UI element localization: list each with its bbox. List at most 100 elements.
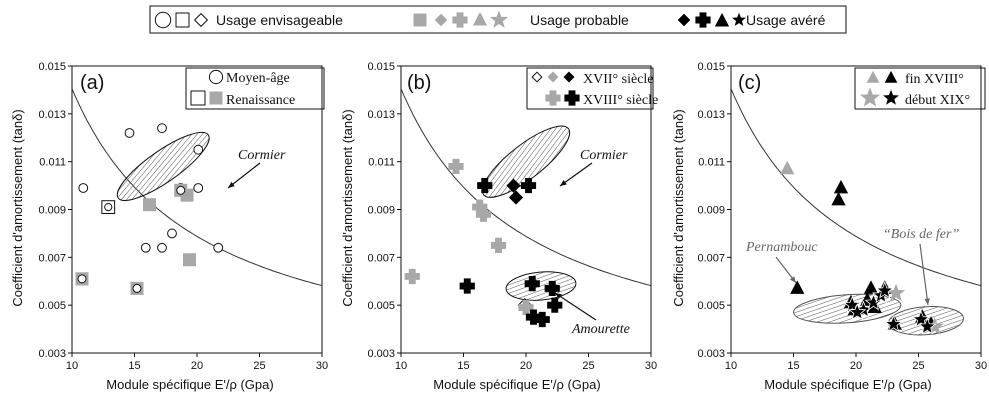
data-point — [124, 128, 135, 138]
zone-amourette — [505, 271, 577, 301]
data-point — [506, 178, 521, 193]
reference-curve — [400, 88, 652, 287]
x-tick-label: 10 — [725, 360, 737, 372]
panel-letter: (c) — [738, 72, 761, 94]
legend-label-moyen-age: Moyen-âge — [226, 71, 290, 86]
y-tick-label: 0.003 — [367, 348, 395, 360]
data-point — [490, 237, 507, 253]
data-point — [524, 276, 540, 292]
y-tick-label: 0.011 — [698, 157, 725, 169]
legend-marker — [866, 70, 880, 83]
data-point — [780, 160, 795, 175]
diamond-icon — [677, 13, 691, 27]
y-tick-label: 0.009 — [367, 205, 395, 217]
y-tick-label: 0.003 — [38, 348, 66, 360]
avere-legend-icons — [677, 10, 749, 28]
data-point — [143, 198, 156, 212]
diamond-icon — [193, 12, 209, 28]
annotation-arrow — [919, 243, 930, 306]
x-tick-label: 25 — [253, 360, 265, 372]
top-legend: Usage envisageable Usage probable Usage … — [149, 5, 847, 34]
annotation-pernambouc: Pernambouc — [745, 240, 818, 255]
y-tick-label: 0.003 — [697, 348, 725, 360]
data-point — [508, 190, 524, 205]
data-point — [140, 242, 151, 253]
zone-cormier — [116, 131, 210, 201]
annotation-arrow — [227, 162, 261, 189]
x-tick-label: 25 — [912, 360, 924, 372]
x-tick-label: 10 — [66, 360, 78, 372]
data-point — [477, 177, 493, 194]
y-tick-label: 0.005 — [38, 300, 66, 312]
x-tick-label: 10 — [395, 360, 407, 372]
data-point — [831, 191, 846, 206]
data-point — [167, 228, 177, 239]
data-point — [101, 200, 116, 215]
y-axis-label: Coefficient d'amortissement (tanδ) — [671, 109, 686, 306]
data-point — [911, 310, 931, 328]
x-tick-label: 20 — [191, 360, 203, 372]
legend-marker — [545, 90, 561, 106]
data-point — [843, 295, 862, 313]
y-tick-label: 0.015 — [697, 61, 725, 73]
panel-b: Coefficient d'amortissement (tanδ) Modul… — [340, 61, 658, 392]
legend-marker — [208, 69, 224, 85]
data-point — [157, 123, 167, 134]
legend-marker — [209, 91, 223, 105]
data-point — [193, 144, 204, 155]
data-point — [157, 242, 167, 253]
data-point — [174, 183, 188, 197]
envisageable-legend-icons — [154, 11, 209, 29]
star-icon — [729, 10, 749, 28]
data-point — [448, 158, 464, 175]
x-tick-label: 15 — [787, 360, 799, 372]
legend-label-renaissance: Renaissance — [226, 93, 295, 108]
y-tick-label: 0.009 — [38, 205, 66, 217]
diamond-icon — [434, 13, 448, 27]
annotation-arrow — [554, 292, 597, 321]
y-tick-label: 0.007 — [367, 252, 395, 264]
data-point — [75, 272, 89, 286]
legend-marker — [880, 87, 902, 107]
legend-marker — [859, 87, 881, 107]
legend-usage-envisageable: Usage envisageable — [216, 12, 343, 28]
x-axis-label: Module spécifique E'/ρ (Gpa) — [764, 377, 931, 392]
square-icon — [413, 13, 427, 27]
legend-marker — [531, 71, 543, 83]
panel-letter: (b) — [407, 72, 431, 94]
legend-frame — [526, 67, 654, 110]
legend-label-xvii: XVII° siècle — [583, 72, 654, 87]
triangle-icon — [472, 11, 488, 26]
legend-markers — [190, 69, 902, 107]
legend-label-debut-xix: début XIX° — [905, 93, 970, 108]
legend-box: XVII° siècle XVIII° siècle — [526, 67, 658, 110]
annotation-amourette: Amourette — [571, 322, 630, 337]
data-point — [78, 183, 89, 193]
y-tick-label: 0.015 — [38, 61, 66, 73]
y-tick-label: 0.009 — [697, 205, 725, 217]
x-tick-label: 20 — [520, 360, 532, 372]
triangle-icon — [714, 12, 730, 27]
y-axis-label: Coefficient d'amortissement (tanδ) — [10, 109, 25, 306]
y-tick-label: 0.005 — [697, 300, 725, 312]
data-point — [404, 268, 420, 285]
data-point — [848, 302, 867, 321]
square-icon — [175, 12, 190, 28]
data-point — [459, 278, 475, 294]
cross-icon — [695, 12, 711, 28]
y-tick-label: 0.007 — [697, 252, 725, 264]
legend-label-fin-xviii: fin XVIII° — [905, 72, 964, 87]
data-point — [213, 242, 224, 253]
circle-icon — [154, 11, 172, 29]
data-point — [547, 297, 563, 313]
legend-frame — [185, 67, 325, 110]
data-point — [790, 280, 805, 294]
legend-marker — [563, 71, 575, 83]
y-tick-label: 0.013 — [38, 109, 66, 121]
reference-curve — [730, 88, 982, 287]
data-point — [884, 314, 903, 332]
legend-box: Moyen-âge Renaissance — [185, 67, 325, 110]
legend-label-xviii: XVIII° siècle — [583, 93, 658, 108]
annotation-bois-de-fer: “Bois de fer” — [883, 227, 959, 242]
